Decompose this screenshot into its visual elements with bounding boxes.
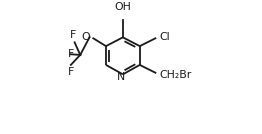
Text: O: O: [81, 32, 90, 42]
Text: N: N: [117, 72, 125, 82]
Text: CH₂Br: CH₂Br: [160, 70, 192, 80]
Text: F: F: [68, 67, 75, 77]
Text: Cl: Cl: [160, 32, 171, 42]
Text: OH: OH: [114, 2, 131, 12]
Text: F: F: [68, 49, 75, 59]
Text: F: F: [70, 30, 76, 40]
